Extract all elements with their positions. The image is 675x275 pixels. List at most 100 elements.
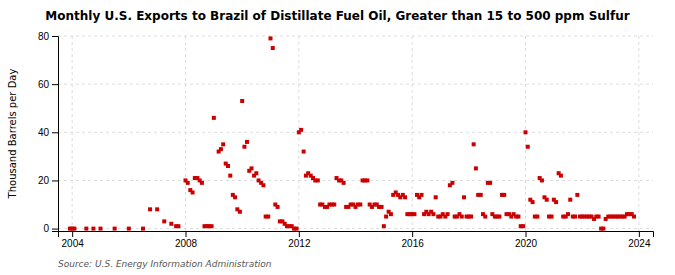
point bbox=[531, 200, 535, 204]
point bbox=[474, 166, 478, 170]
tick-mark bbox=[639, 231, 640, 237]
point bbox=[497, 215, 501, 219]
point bbox=[568, 198, 572, 202]
point bbox=[550, 215, 554, 219]
tick-mark bbox=[52, 180, 58, 181]
tick-mark bbox=[52, 36, 58, 37]
tick: 20 bbox=[38, 175, 58, 186]
point bbox=[91, 227, 95, 231]
point bbox=[228, 174, 232, 178]
tick-label: 2024 bbox=[628, 238, 651, 249]
tick-label: 2004 bbox=[62, 238, 85, 249]
point bbox=[420, 193, 424, 197]
point bbox=[384, 215, 388, 219]
tick-mark bbox=[186, 231, 187, 237]
tick-label: 2016 bbox=[402, 238, 425, 249]
point bbox=[261, 183, 265, 187]
point bbox=[242, 145, 246, 149]
grid-line bbox=[58, 228, 653, 229]
grid-line bbox=[412, 36, 413, 231]
point bbox=[148, 207, 152, 211]
point bbox=[295, 227, 299, 231]
point bbox=[212, 116, 216, 120]
point bbox=[238, 210, 242, 214]
point bbox=[276, 205, 280, 209]
point bbox=[573, 215, 577, 219]
tick: 0 bbox=[43, 223, 58, 234]
point bbox=[502, 193, 506, 197]
point bbox=[245, 140, 249, 144]
plot: 200420082012201620202024020406080 bbox=[38, 31, 654, 249]
point bbox=[221, 142, 225, 146]
tick-label: 80 bbox=[38, 31, 50, 42]
point bbox=[380, 205, 384, 209]
tick-mark bbox=[52, 84, 58, 85]
point bbox=[382, 224, 386, 228]
point bbox=[186, 181, 190, 185]
point bbox=[113, 227, 117, 231]
point bbox=[535, 215, 539, 219]
point bbox=[526, 145, 530, 149]
point bbox=[460, 215, 464, 219]
point bbox=[632, 215, 636, 219]
tick: 2020 bbox=[515, 231, 538, 249]
point bbox=[233, 195, 237, 199]
points bbox=[68, 36, 636, 230]
point bbox=[431, 212, 435, 216]
annotation: Source: U.S. Energy Information Administ… bbox=[58, 259, 272, 269]
point bbox=[545, 198, 549, 202]
point bbox=[479, 193, 483, 197]
grid-line bbox=[638, 36, 639, 231]
point bbox=[554, 200, 558, 204]
tick-label: 40 bbox=[38, 127, 50, 138]
x-axis: 2004 2008 2012 2016 2020 2024 bbox=[59, 231, 654, 249]
point bbox=[450, 181, 454, 185]
point bbox=[446, 212, 450, 216]
point bbox=[162, 219, 166, 223]
point bbox=[176, 224, 180, 228]
point bbox=[191, 190, 195, 194]
point bbox=[219, 147, 223, 151]
point bbox=[266, 215, 270, 219]
point bbox=[472, 142, 476, 146]
point bbox=[250, 166, 254, 170]
tick-label: 2020 bbox=[515, 238, 538, 249]
point bbox=[601, 227, 605, 231]
point bbox=[483, 215, 487, 219]
point bbox=[72, 227, 76, 231]
grid-line bbox=[58, 132, 653, 133]
grid-line bbox=[185, 36, 186, 231]
tick-label: 2012 bbox=[288, 238, 311, 249]
y-axis-label: Thousand Barrels per Day bbox=[7, 69, 18, 200]
grid-line bbox=[58, 84, 653, 85]
point bbox=[200, 181, 204, 185]
tick-label: 2008 bbox=[175, 238, 198, 249]
point bbox=[332, 203, 336, 207]
point bbox=[342, 181, 346, 185]
axis-line bbox=[59, 232, 654, 238]
chart: 200420082012201620202024020406080Monthly… bbox=[0, 0, 675, 275]
tick-label: 0 bbox=[43, 223, 49, 234]
point bbox=[316, 178, 320, 182]
tick: 2004 bbox=[62, 231, 85, 249]
point bbox=[597, 215, 601, 219]
point bbox=[84, 227, 88, 231]
tick-mark bbox=[299, 231, 300, 237]
tick-mark bbox=[412, 231, 413, 237]
point bbox=[299, 128, 303, 132]
point bbox=[566, 212, 570, 216]
point bbox=[226, 164, 230, 168]
tick-mark bbox=[52, 229, 58, 230]
point bbox=[141, 227, 145, 231]
y-axis: 020406080 bbox=[38, 31, 59, 235]
tick-mark bbox=[72, 231, 73, 237]
point bbox=[403, 195, 407, 199]
title: Monthly U.S. Exports to Brazil of Distil… bbox=[45, 9, 629, 23]
point bbox=[516, 215, 520, 219]
point bbox=[365, 178, 369, 182]
point bbox=[269, 36, 273, 40]
axis-line bbox=[52, 37, 59, 232]
point bbox=[575, 193, 579, 197]
tick: 2012 bbox=[288, 231, 311, 249]
point bbox=[169, 222, 173, 226]
